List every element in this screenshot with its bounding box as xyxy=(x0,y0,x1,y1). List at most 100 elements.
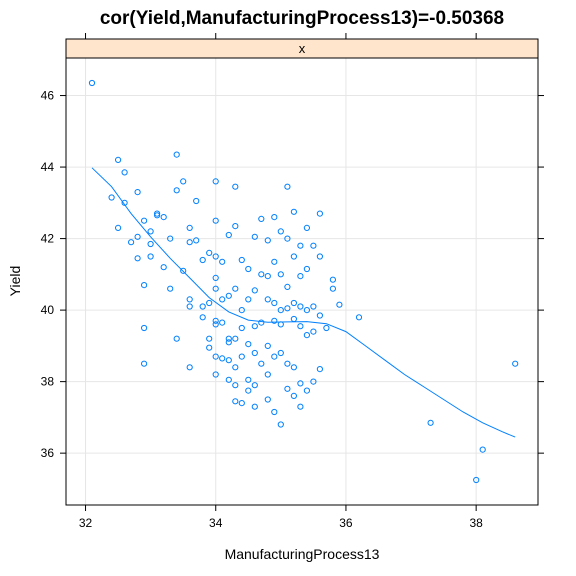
data-point xyxy=(212,178,219,185)
data-point xyxy=(258,215,265,222)
data-point xyxy=(225,231,232,239)
data-point xyxy=(303,387,310,394)
data-point xyxy=(225,335,232,342)
data-point xyxy=(238,256,245,264)
x-tick-label: 32 xyxy=(79,516,93,530)
data-point xyxy=(258,271,265,278)
data-point xyxy=(297,403,304,410)
data-points xyxy=(88,79,519,484)
data-point xyxy=(316,366,323,373)
data-point xyxy=(251,382,258,389)
data-point xyxy=(310,328,317,335)
data-point xyxy=(512,360,519,367)
plot-frame xyxy=(65,57,539,506)
data-point xyxy=(277,421,284,428)
data-point xyxy=(264,342,271,349)
data-point xyxy=(290,253,297,260)
data-point xyxy=(160,264,167,271)
y-tick-label: 42 xyxy=(41,232,55,246)
data-point xyxy=(310,378,317,385)
data-point xyxy=(160,214,167,221)
data-point xyxy=(245,387,252,394)
data-point xyxy=(303,265,310,273)
data-point xyxy=(251,287,258,294)
data-point xyxy=(310,303,317,310)
data-point xyxy=(316,312,323,319)
data-point xyxy=(186,364,193,371)
data-point xyxy=(212,321,219,328)
data-point xyxy=(258,360,265,367)
data-point xyxy=(108,194,115,201)
data-point xyxy=(167,285,174,292)
data-point xyxy=(186,224,193,231)
data-point xyxy=(180,267,187,274)
data-point xyxy=(479,446,486,453)
data-point xyxy=(284,235,291,242)
data-point xyxy=(232,335,239,342)
data-point xyxy=(219,319,226,326)
data-point xyxy=(290,208,297,215)
data-point xyxy=(173,187,180,194)
data-point xyxy=(232,285,239,292)
data-point xyxy=(212,353,219,360)
data-point xyxy=(238,307,245,314)
y-tick-label: 36 xyxy=(41,446,55,460)
data-point xyxy=(88,79,96,87)
data-point xyxy=(212,317,219,324)
data-point xyxy=(303,307,310,314)
data-point xyxy=(264,371,271,378)
data-point xyxy=(290,315,297,323)
data-point xyxy=(303,332,310,339)
data-point xyxy=(141,324,148,332)
data-point xyxy=(297,380,304,387)
y-tick-label: 40 xyxy=(41,303,55,317)
data-point xyxy=(219,296,226,303)
data-point xyxy=(427,419,434,426)
data-point xyxy=(193,197,200,205)
data-point xyxy=(284,360,291,367)
data-point xyxy=(310,242,317,249)
smooth-curve xyxy=(91,167,516,438)
y-tick-label: 44 xyxy=(41,160,55,174)
data-point xyxy=(245,296,252,303)
data-point xyxy=(290,364,297,371)
data-point xyxy=(154,212,161,219)
data-point xyxy=(238,324,245,332)
data-point xyxy=(154,210,161,217)
data-point xyxy=(186,239,193,246)
data-point xyxy=(238,353,245,360)
data-point xyxy=(290,392,297,399)
strip-label: x xyxy=(299,41,306,56)
data-point xyxy=(134,255,141,262)
data-point xyxy=(186,296,193,303)
data-point xyxy=(121,169,128,176)
data-point xyxy=(225,292,232,299)
data-point xyxy=(316,210,323,217)
data-point xyxy=(329,276,336,283)
data-point xyxy=(134,189,141,196)
data-point xyxy=(173,151,180,158)
data-point xyxy=(199,256,206,264)
data-point xyxy=(212,371,219,378)
data-point xyxy=(232,223,239,230)
data-point xyxy=(141,217,148,224)
data-point xyxy=(206,335,213,342)
data-point xyxy=(212,217,219,224)
data-point xyxy=(147,240,154,248)
data-point xyxy=(232,398,239,405)
grid xyxy=(66,58,538,505)
y-tick-label: 38 xyxy=(41,375,55,389)
data-point xyxy=(167,235,174,242)
tick-labels: 32 34 36 38 36 38 40 42 44 46 xyxy=(41,89,484,530)
data-point xyxy=(212,253,219,260)
x-tick-label: 34 xyxy=(209,516,223,530)
data-point xyxy=(245,265,252,273)
data-point xyxy=(232,382,239,389)
data-point xyxy=(141,282,148,289)
data-point xyxy=(225,376,232,383)
data-point xyxy=(284,183,291,190)
data-point xyxy=(264,396,271,403)
data-point xyxy=(180,178,187,185)
data-point xyxy=(251,233,258,240)
